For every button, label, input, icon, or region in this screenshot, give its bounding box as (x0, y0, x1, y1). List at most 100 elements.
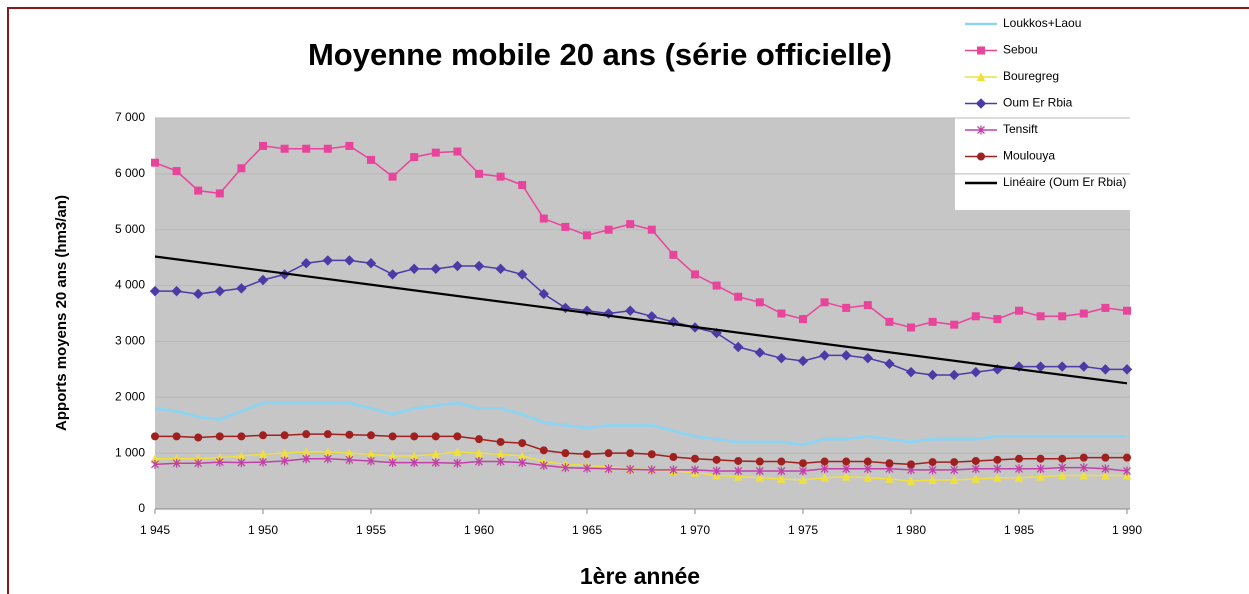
marker (345, 455, 354, 465)
marker (799, 315, 807, 324)
marker (755, 473, 765, 482)
x-tick-label: 1 985 (1004, 523, 1034, 537)
series-line (155, 433, 1127, 466)
marker (474, 448, 484, 458)
legend-marker (977, 125, 985, 135)
marker (1036, 464, 1045, 474)
marker (755, 466, 764, 476)
marker (453, 432, 462, 441)
y-axis-title: Apports moyens 20 ans (hm3/an) (53, 195, 70, 431)
series-line (154, 255, 1128, 385)
marker (1079, 470, 1089, 480)
marker (842, 303, 851, 312)
marker (626, 464, 635, 474)
marker (799, 466, 807, 476)
marker (733, 471, 743, 481)
marker (626, 449, 635, 458)
x-tick-label: 1 950 (248, 523, 278, 537)
marker (862, 352, 874, 364)
legend-label: Bouregreg (1003, 69, 1059, 83)
marker (215, 432, 224, 441)
marker (259, 457, 267, 467)
marker (453, 147, 462, 156)
marker (863, 473, 873, 482)
marker (473, 260, 485, 272)
marker (410, 153, 419, 162)
marker (496, 437, 505, 446)
marker (322, 255, 334, 266)
marker (971, 312, 980, 321)
x-axis-title: 1ère année (580, 563, 700, 589)
marker (604, 225, 613, 234)
marker (1056, 361, 1068, 372)
marker (323, 430, 332, 439)
marker (840, 350, 852, 361)
marker (1101, 453, 1110, 462)
marker (280, 431, 289, 440)
marker (539, 214, 548, 223)
marker (885, 317, 894, 326)
marker (604, 464, 613, 474)
marker (302, 430, 311, 439)
marker (539, 446, 548, 455)
legend-label: Moulouya (1003, 149, 1055, 163)
marker (259, 141, 267, 150)
marker (927, 369, 938, 381)
y-tick-label: 0 (138, 501, 145, 515)
marker (387, 269, 398, 280)
marker (928, 458, 937, 467)
marker (647, 465, 656, 475)
marker (172, 167, 181, 176)
marker (1101, 303, 1110, 312)
series-line (154, 401, 1127, 447)
marker (712, 281, 721, 290)
legend-marker (975, 98, 987, 109)
marker (583, 231, 591, 240)
marker (863, 464, 872, 474)
legend-label: Sebou (1003, 43, 1038, 57)
marker (431, 458, 440, 468)
marker (755, 298, 764, 307)
marker (518, 458, 527, 468)
marker (1078, 361, 1090, 372)
marker (192, 288, 204, 300)
x-tick-label: 1 970 (680, 523, 710, 537)
marker (430, 263, 442, 275)
marker (365, 258, 377, 269)
marker (1014, 473, 1024, 482)
marker (1101, 470, 1110, 480)
x-tick-label: 1 975 (788, 523, 818, 537)
marker (367, 155, 375, 164)
marker (993, 315, 1002, 324)
marker (367, 431, 375, 440)
legend-marker (977, 46, 985, 55)
marker (624, 305, 636, 316)
marker (516, 269, 528, 280)
marker (647, 450, 656, 459)
y-tick-label: 1 000 (115, 445, 145, 459)
marker (842, 464, 851, 474)
marker (928, 475, 937, 484)
marker (302, 144, 311, 153)
marker (475, 457, 483, 467)
marker (496, 172, 505, 181)
marker (259, 431, 267, 440)
marker (971, 456, 980, 465)
marker (820, 298, 829, 307)
marker (734, 466, 743, 476)
series-line (154, 457, 1128, 472)
marker (453, 447, 462, 457)
marker (1015, 454, 1023, 463)
marker (151, 432, 159, 441)
marker (841, 471, 851, 481)
frame (7, 7, 1249, 594)
marker (820, 464, 829, 474)
marker (1079, 309, 1088, 318)
marker (863, 457, 872, 466)
marker (410, 458, 419, 468)
marker (734, 292, 743, 301)
marker (1123, 306, 1131, 315)
marker (1079, 463, 1088, 473)
marker (712, 466, 721, 476)
marker (842, 457, 851, 466)
